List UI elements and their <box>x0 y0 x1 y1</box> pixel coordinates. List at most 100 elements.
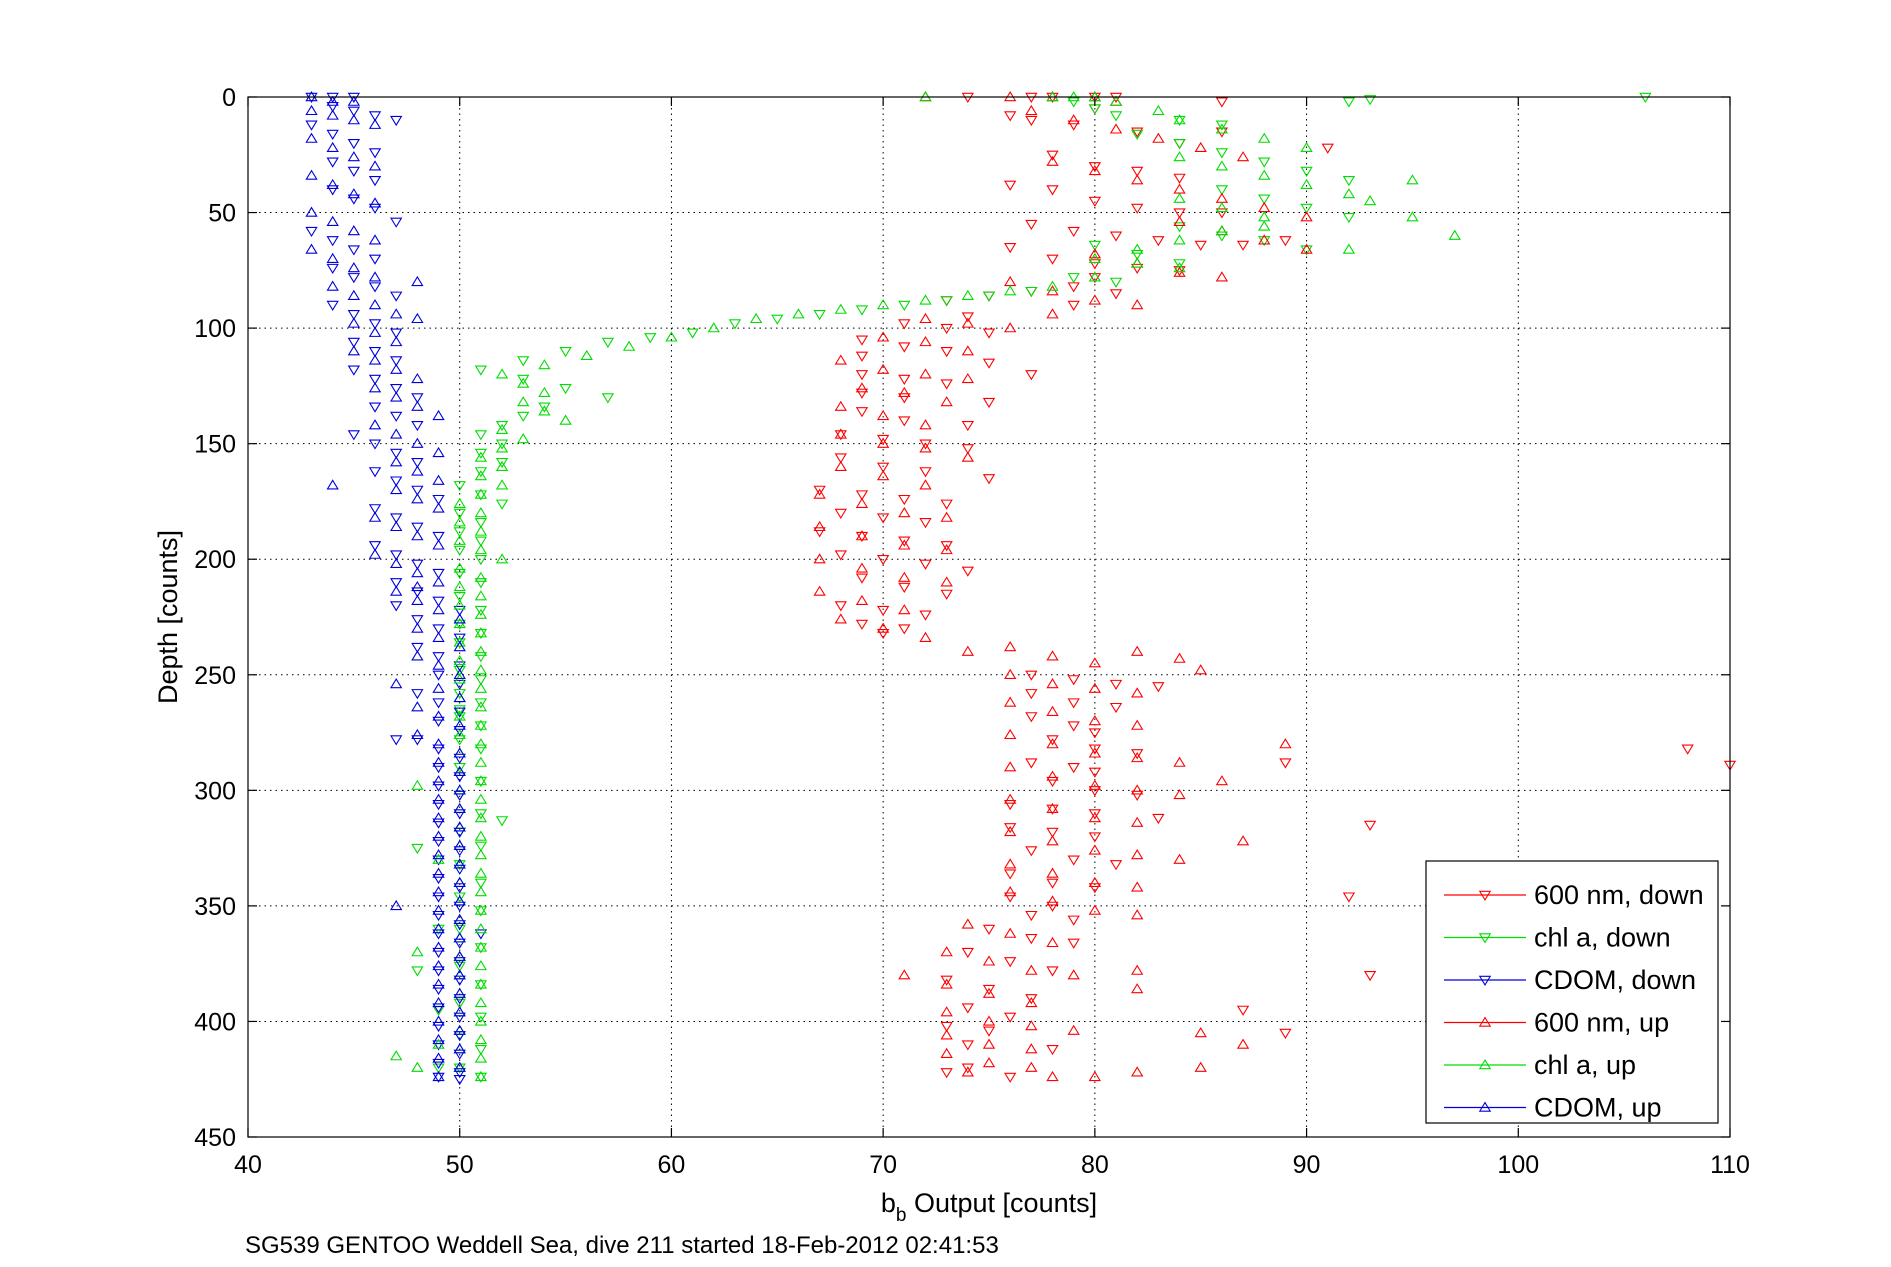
data-point <box>1300 141 1313 153</box>
data-point <box>855 407 869 418</box>
legend-label: CDOM, up <box>1534 1093 1662 1123</box>
data-point <box>1152 132 1165 143</box>
data-point <box>1363 820 1377 832</box>
data-point <box>474 555 488 566</box>
data-point <box>1046 705 1059 716</box>
data-point <box>495 460 509 471</box>
y-tick-label: 50 <box>208 200 236 228</box>
data-point <box>898 374 911 385</box>
data-point <box>1088 271 1102 282</box>
data-point <box>1003 869 1017 880</box>
data-point <box>411 1061 424 1072</box>
data-point <box>1173 139 1186 150</box>
data-point <box>474 430 488 441</box>
data-point <box>390 448 403 459</box>
data-point <box>453 998 466 1009</box>
data-point <box>1088 809 1102 820</box>
data-point <box>961 289 975 300</box>
data-point <box>1088 682 1102 693</box>
data-point <box>1003 892 1017 903</box>
series-4 <box>390 90 1461 1082</box>
data-point <box>474 922 488 934</box>
data-point <box>474 978 488 989</box>
legend-marker <box>1478 1058 1492 1070</box>
data-point <box>813 488 826 499</box>
data-point <box>326 300 339 312</box>
data-point <box>1215 160 1229 171</box>
data-point <box>347 337 361 348</box>
data-point <box>940 296 953 307</box>
data-point <box>411 580 424 592</box>
data-point <box>347 194 361 205</box>
data-point <box>368 118 382 129</box>
data-point <box>411 779 424 790</box>
data-point <box>474 1070 488 1082</box>
data-point <box>474 1033 488 1045</box>
data-point <box>1131 983 1144 994</box>
data-point <box>1088 767 1102 778</box>
data-point <box>1025 1061 1038 1072</box>
data-point <box>368 234 382 245</box>
data-point <box>432 576 445 587</box>
data-point <box>982 1015 996 1026</box>
data-point <box>1046 90 1059 102</box>
x-axis-title-subscript: b <box>896 1205 907 1226</box>
data-point <box>453 957 466 968</box>
data-point <box>982 924 996 936</box>
data-point <box>1025 996 1038 1008</box>
data-point <box>453 580 466 592</box>
data-point <box>1342 176 1356 187</box>
data-point <box>1003 800 1017 811</box>
data-point <box>1131 129 1144 140</box>
data-point <box>1173 208 1186 219</box>
data-point <box>1131 166 1144 177</box>
data-point <box>347 139 361 150</box>
data-point <box>453 545 466 556</box>
data-point <box>559 414 572 425</box>
data-point <box>390 585 403 596</box>
data-point <box>876 363 890 374</box>
data-point <box>1067 114 1080 125</box>
data-point <box>305 226 318 238</box>
data-point <box>1025 104 1038 116</box>
data-point <box>347 95 361 106</box>
data-point <box>326 263 339 275</box>
data-point <box>453 1075 466 1086</box>
data-point <box>940 543 953 555</box>
data-point <box>1152 236 1165 247</box>
data-point <box>390 384 403 395</box>
data-point <box>559 384 572 395</box>
data-point <box>940 499 953 510</box>
data-point <box>474 941 488 952</box>
data-point <box>940 1068 953 1079</box>
data-point <box>1342 97 1356 108</box>
data-point <box>495 368 509 379</box>
data-point <box>1067 273 1080 284</box>
data-point <box>538 359 551 370</box>
data-point <box>474 467 488 478</box>
data-point <box>1025 370 1038 381</box>
data-point <box>368 197 382 208</box>
data-point <box>1258 236 1271 247</box>
data-point <box>495 420 509 432</box>
data-point <box>876 437 890 448</box>
data-point <box>326 236 339 247</box>
data-point <box>474 721 488 732</box>
data-point <box>453 975 466 986</box>
data-point <box>453 633 466 644</box>
data-point <box>940 1047 953 1058</box>
data-point <box>1173 114 1186 125</box>
data-point <box>305 104 318 116</box>
data-point <box>411 393 424 404</box>
data-point <box>390 456 403 467</box>
data-point <box>474 470 488 481</box>
data-point <box>474 675 488 686</box>
legend-marker <box>1478 890 1492 902</box>
data-point <box>474 698 488 709</box>
data-point <box>474 1012 488 1023</box>
data-point <box>1258 169 1271 180</box>
y-tick-label: 100 <box>194 315 236 343</box>
data-point <box>305 243 318 254</box>
data-point <box>368 467 382 478</box>
data-point <box>453 665 466 677</box>
